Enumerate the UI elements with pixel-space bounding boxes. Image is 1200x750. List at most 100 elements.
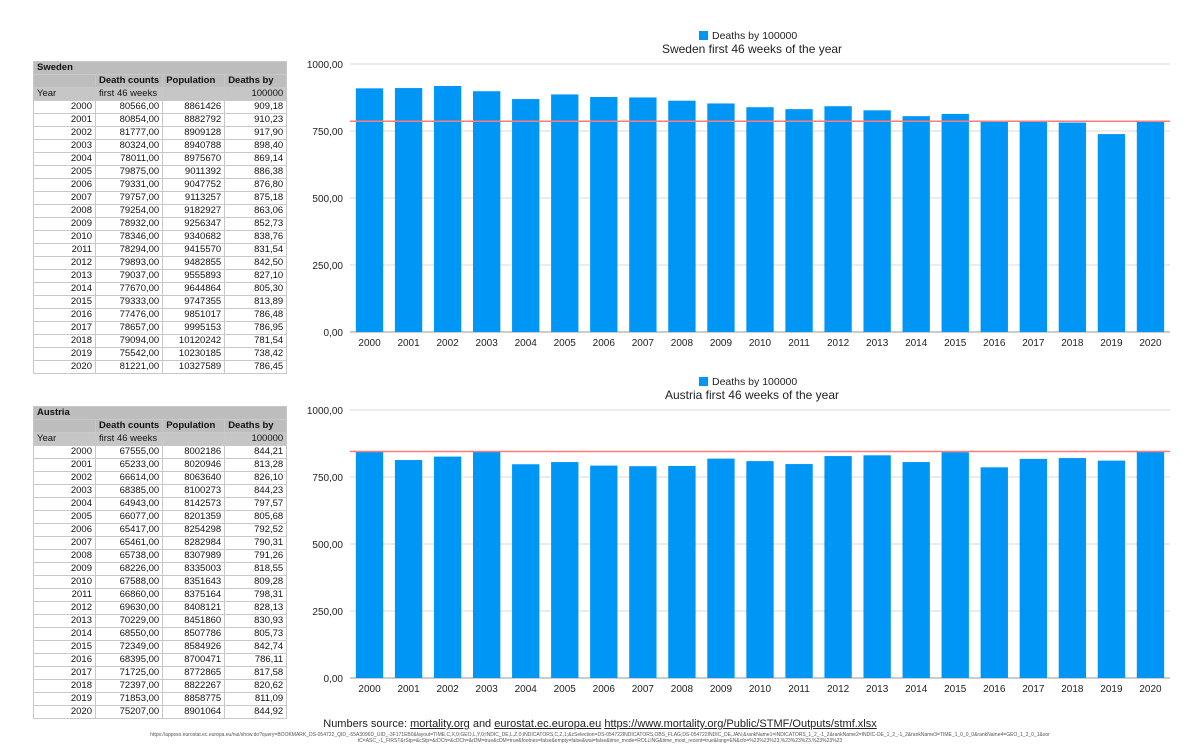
table-cell: 863,06 bbox=[224, 204, 288, 218]
table-cell: 72349,00 bbox=[94, 640, 164, 654]
bar-2004 bbox=[512, 99, 540, 332]
table-cell: 8700471 bbox=[162, 653, 226, 667]
x-tick-label: 2005 bbox=[554, 684, 577, 695]
x-tick-label: 2018 bbox=[1061, 338, 1084, 349]
table-cell: 2006 bbox=[33, 523, 96, 537]
table-cell: 75542,00 bbox=[94, 347, 164, 361]
legend-label: Deaths by 100000 bbox=[712, 30, 797, 42]
stmf-link[interactable]: https://www.mortality.org/Public/STMF/Ou… bbox=[604, 718, 877, 730]
table-cell: 8282984 bbox=[162, 536, 226, 550]
y-tick-label: 0,00 bbox=[324, 328, 344, 339]
table-row: 2006 79331,00 9047752 876,80 bbox=[33, 178, 288, 192]
table-header-row: Death counts Population Deaths by bbox=[33, 419, 288, 433]
bar-2020 bbox=[1136, 451, 1165, 678]
table-cell: 838,76 bbox=[224, 230, 288, 244]
bar-2008 bbox=[668, 465, 696, 678]
table-subheader-row: Year first 46 weeks 100000 bbox=[33, 87, 288, 101]
table-cell: 8375164 bbox=[162, 588, 226, 602]
table-cell: 2010 bbox=[33, 230, 96, 244]
table-cell: 8002186 bbox=[162, 445, 226, 459]
sweden-data-table: Sweden Death counts Population Deaths by Yea… bbox=[32, 61, 288, 374]
bar-2005 bbox=[551, 462, 579, 678]
bar-2007 bbox=[629, 97, 657, 333]
table-cell: 2003 bbox=[33, 484, 96, 498]
table-cell: 66077,00 bbox=[94, 510, 164, 524]
x-tick-label: 2015 bbox=[944, 338, 967, 349]
table-cell: 786,45 bbox=[224, 360, 288, 374]
table-row: 2001 80854,00 8882792 910,23 bbox=[33, 113, 288, 127]
table-cell: 8307989 bbox=[162, 549, 226, 563]
sweden-table-body: Sweden Death counts Population Deaths by Yea… bbox=[32, 61, 288, 374]
y-tick-label: 750,00 bbox=[312, 473, 343, 484]
y-tick-label: 0,00 bbox=[324, 674, 344, 685]
table-cell: 81221,00 bbox=[94, 360, 164, 374]
table-cell: 68395,00 bbox=[94, 653, 164, 667]
mortality-link[interactable]: mortality.org bbox=[410, 718, 470, 730]
table-cell: 8822267 bbox=[162, 679, 226, 693]
table-row: 2003 68385,00 8100273 844,23 bbox=[33, 484, 288, 498]
table-cell: 8100273 bbox=[162, 484, 226, 498]
table-cell: 8351643 bbox=[162, 575, 226, 589]
x-tick-label: 2008 bbox=[671, 684, 694, 695]
bar-2019 bbox=[1097, 460, 1126, 678]
table-cell: 813,28 bbox=[224, 458, 288, 472]
sweden-chart: Deaths by 100000 Sweden first 46 weeks of… bbox=[290, 28, 1185, 353]
table-row: 2018 79094,00 10120242 781,54 bbox=[33, 334, 288, 348]
table-title-row: Austria bbox=[32, 406, 288, 420]
x-tick-label: 2019 bbox=[1100, 338, 1123, 349]
table-cell: 844,21 bbox=[224, 445, 288, 459]
x-tick-label: 2009 bbox=[710, 338, 733, 349]
table-cell: 2011 bbox=[33, 588, 96, 602]
table-cell: 79893,00 bbox=[94, 256, 164, 270]
x-tick-label: 2012 bbox=[827, 684, 850, 695]
table-cell: 70229,00 bbox=[94, 614, 164, 628]
eurostat-link[interactable]: eurostat.ec.europa.eu bbox=[494, 718, 602, 730]
x-tick-label: 2005 bbox=[554, 338, 577, 349]
table-cell: 852,73 bbox=[224, 217, 288, 231]
table-cell: first 46 weeks bbox=[94, 87, 164, 101]
table-cell: 79333,00 bbox=[94, 295, 164, 309]
table-cell: 2010 bbox=[33, 575, 96, 589]
table-cell bbox=[162, 432, 226, 446]
legend-swatch bbox=[699, 31, 708, 40]
table-cell: 9256347 bbox=[162, 217, 226, 231]
table-cell: 8507786 bbox=[162, 627, 226, 641]
table-row: 2008 79254,00 9182927 863,06 bbox=[33, 204, 288, 218]
table-cell: 798,31 bbox=[224, 588, 288, 602]
table-cell: 9851017 bbox=[162, 308, 226, 322]
bar-2010 bbox=[746, 461, 774, 678]
table-cell: 2020 bbox=[33, 705, 96, 719]
table-cell: 79875,00 bbox=[94, 165, 164, 179]
table-cell: 2018 bbox=[33, 334, 96, 348]
table-cell: 2020 bbox=[33, 360, 96, 374]
x-tick-label: 2014 bbox=[905, 338, 928, 349]
table-cell: 2016 bbox=[33, 308, 96, 322]
eurostat-query-url[interactable]: https://appsso.eurostat.ec.europa.eu/nui… bbox=[150, 732, 1050, 744]
x-tick-label: 2013 bbox=[866, 338, 889, 349]
x-tick-label: 2007 bbox=[632, 338, 655, 349]
table-cell: 9415570 bbox=[162, 243, 226, 257]
x-tick-label: 2017 bbox=[1022, 684, 1045, 695]
table-cell: 10120242 bbox=[162, 334, 226, 348]
table-cell: 826,10 bbox=[224, 471, 288, 485]
table-row: 2014 68550,00 8507786 805,73 bbox=[33, 627, 288, 641]
x-tick-label: 2006 bbox=[593, 684, 616, 695]
table-cell: 786,11 bbox=[224, 653, 288, 667]
x-tick-label: 2020 bbox=[1139, 338, 1162, 349]
x-tick-label: 2010 bbox=[749, 684, 772, 695]
x-tick-label: 2001 bbox=[397, 338, 420, 349]
table-row: 2009 68226,00 8335003 818,55 bbox=[33, 562, 288, 576]
table-cell: 786,48 bbox=[224, 308, 288, 322]
table-cell: 2012 bbox=[33, 256, 96, 270]
austria-data-table: Austria Death counts Population Deaths by Ye… bbox=[32, 406, 288, 719]
table-cell: 2000 bbox=[33, 445, 96, 459]
table-cell: 78011,00 bbox=[94, 152, 164, 166]
table-cell: 886,38 bbox=[224, 165, 288, 179]
source-note: Numbers source: mortality.org and eurost… bbox=[0, 718, 1200, 730]
y-tick-label: 1000,00 bbox=[307, 60, 344, 71]
table-cell: 69630,00 bbox=[94, 601, 164, 615]
table-cell: 8772865 bbox=[162, 666, 226, 680]
y-tick-label: 500,00 bbox=[312, 194, 343, 205]
x-tick-label: 2020 bbox=[1139, 684, 1162, 695]
table-cell: 9011392 bbox=[162, 165, 226, 179]
